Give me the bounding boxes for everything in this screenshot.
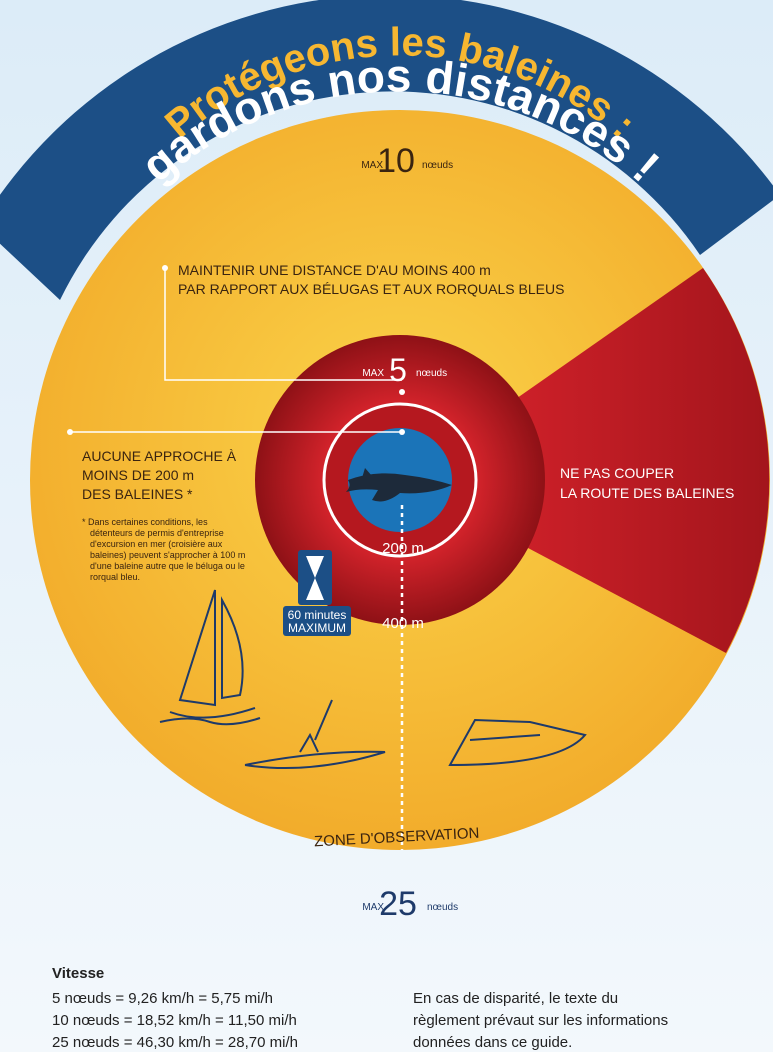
hourglass — [283, 550, 351, 636]
callout-text: PAR RAPPORT AUX BÉLUGAS ET AUX RORQUALS … — [178, 281, 564, 297]
callout-dot — [399, 429, 405, 435]
distance-label: 400 m — [382, 615, 424, 632]
speed-line: 25 nœuds = 46,30 km/h = 28,70 mi/h — [52, 1034, 298, 1051]
footnote: * Dans certaines conditions, les — [82, 517, 208, 527]
title-banner — [0, 0, 773, 300]
callout-line — [164, 268, 402, 381]
disclaimer: données dans ce guide. — [413, 1034, 572, 1051]
route-text: NE PAS COUPER — [560, 465, 674, 481]
speed-unit: nœuds — [422, 160, 453, 171]
footnote: baleines) peuvent s'approcher à 100 m — [90, 550, 245, 560]
disclaimer: En cas de disparité, le texte du — [413, 990, 618, 1007]
speed-value: 25 — [379, 885, 417, 923]
speed-value: 10 — [377, 142, 415, 180]
footnote: détenteurs de permis d'entreprise — [90, 528, 224, 538]
speed-heading: Vitesse — [52, 965, 104, 982]
timer-text: MAXIMUM — [288, 621, 346, 635]
whale-icon — [346, 468, 452, 502]
route-text: LA ROUTE DES BALEINES — [560, 485, 734, 501]
speed-line: 5 nœuds = 9,26 km/h = 5,75 mi/h — [52, 990, 273, 1007]
callout-text: DES BALEINES * — [82, 486, 193, 502]
speed-max: MAX — [362, 368, 384, 379]
speed-max: MAX — [361, 160, 383, 171]
route-wedge — [400, 268, 770, 653]
callout-text: AUCUNE APPROCHE À — [82, 448, 237, 464]
speed-value: 5 — [389, 352, 407, 388]
footnote: d'une baleine autre que le béluga ou le — [90, 561, 245, 571]
callout-text: MAINTENIR UNE DISTANCE D'AU MOINS 400 m — [178, 262, 491, 278]
speed-unit: nœuds — [416, 368, 447, 379]
callout-text: MOINS DE 200 m — [82, 467, 194, 483]
footnote: rorqual bleu. — [90, 572, 140, 582]
footnote: d'excursion en mer (croisière aux — [90, 539, 223, 549]
callout-dot — [162, 265, 168, 271]
distance-label: 200 m — [382, 540, 424, 557]
boat-icons — [159, 589, 587, 769]
timer-text: 60 minutes — [288, 608, 347, 622]
speed-max: MAX — [362, 902, 384, 913]
speed-unit: nœuds — [427, 902, 458, 913]
callout-dot — [399, 389, 405, 395]
disclaimer: règlement prévaut sur les informations — [413, 1012, 668, 1029]
callout-dot — [67, 429, 73, 435]
speed-line: 10 nœuds = 18,52 km/h = 11,50 mi/h — [52, 1012, 297, 1029]
